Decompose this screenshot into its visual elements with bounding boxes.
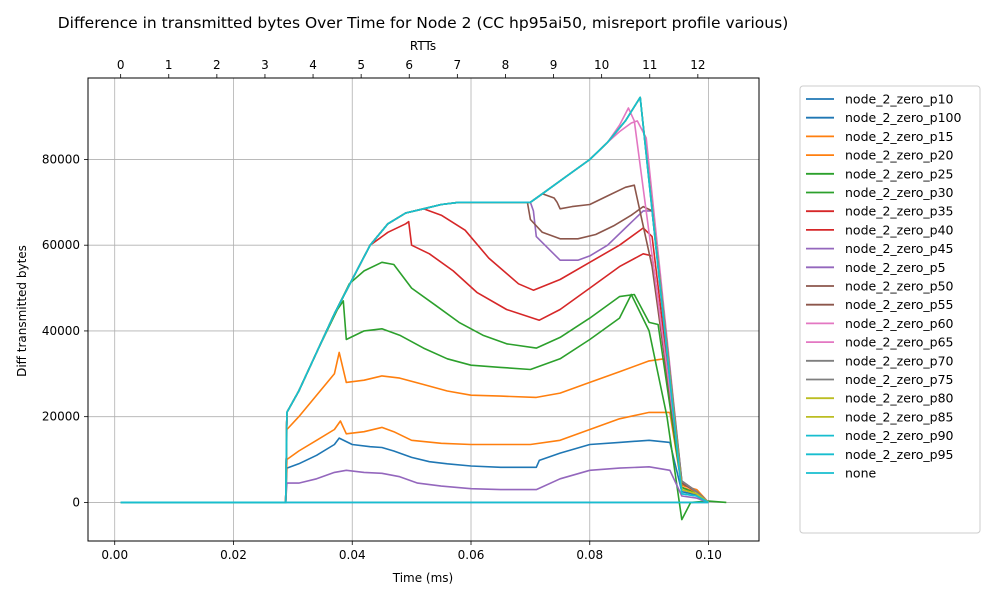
- legend-label: node_2_zero_p40: [845, 222, 954, 237]
- legend-label: node_2_zero_p35: [845, 204, 954, 219]
- legend-label: none: [845, 466, 876, 481]
- x2-tick-label: 6: [405, 58, 413, 72]
- series-line-node_2_zero_p10: [120, 437, 709, 504]
- x-tick-label: 0.08: [576, 548, 603, 562]
- legend-label: node_2_zero_p65: [845, 335, 954, 350]
- legend-label: node_2_zero_p5: [845, 260, 946, 275]
- x2-tick-label: 0: [117, 58, 125, 72]
- series-line-node_2_zero_p25: [120, 293, 727, 521]
- series-line-node_2_zero_p35: [120, 220, 710, 504]
- series-line-node_2_zero_p95: [120, 96, 709, 504]
- series-lines: [120, 96, 727, 521]
- y-axis-title: Diff transmitted bytes: [15, 245, 29, 377]
- top-axis-title: RTTs: [410, 39, 436, 53]
- x2-tick-label: 3: [261, 58, 269, 72]
- legend-label: node_2_zero_p90: [845, 428, 954, 443]
- x2-tick-label: 11: [642, 58, 657, 72]
- series-line-node_2_zero_p45: [120, 465, 709, 504]
- legend-label: node_2_zero_p25: [845, 166, 954, 181]
- x2-tick-label: 4: [309, 58, 317, 72]
- series-line-node_2_zero_p65: [120, 107, 710, 504]
- series-line-node_2_zero_p20: [120, 351, 710, 504]
- x2-tick-label: 10: [594, 58, 609, 72]
- legend-frame: [799, 85, 981, 534]
- series-line-node_2_zero_p15: [120, 411, 710, 504]
- legend-label: node_2_zero_p10: [845, 92, 954, 107]
- legend-label: node_2_zero_p50: [845, 279, 954, 294]
- x-tick-label: 0.04: [339, 548, 366, 562]
- legend-label: node_2_zero_p15: [845, 129, 954, 144]
- x-axis-title: Time (ms): [392, 571, 454, 585]
- x2-tick-label: 7: [454, 58, 462, 72]
- legend-label: node_2_zero_p20: [845, 148, 954, 163]
- x2-tick-label: 8: [502, 58, 510, 72]
- axis-ticks: 0.00 0.02 0.04 0.06 0.08 0.10 0 20000 40000 60000…: [42, 58, 722, 562]
- x-tick-label: 0.10: [695, 548, 722, 562]
- legend-label: node_2_zero_p70: [845, 353, 954, 368]
- series-line-node_2_zero_p60: [120, 120, 710, 504]
- y-tick-label: 0: [72, 495, 80, 509]
- legend-label: node_2_zero_p95: [845, 447, 954, 462]
- y-tick-label: 40000: [42, 324, 80, 338]
- x2-tick-label: 2: [213, 58, 221, 72]
- y-tick-label: 60000: [42, 238, 80, 252]
- legend-label: node_2_zero_p85: [845, 409, 954, 424]
- legend-label: node_2_zero_p80: [845, 391, 954, 406]
- legend-label: node_2_zero_p60: [845, 316, 954, 331]
- y-tick-label: 80000: [42, 152, 80, 166]
- chart-title: Difference in transmitted bytes Over Tim…: [58, 14, 789, 32]
- legend: node_2_zero_p10 node_2_zero_p100 node_2_ze…: [799, 85, 981, 534]
- x2-tick-label: 1: [165, 58, 173, 72]
- legend-label: node_2_zero_p45: [845, 241, 954, 256]
- x-tick-label: 0.06: [458, 548, 485, 562]
- x-tick-label: 0.00: [101, 548, 128, 562]
- x2-tick-label: 9: [550, 58, 558, 72]
- legend-label: node_2_zero_p55: [845, 297, 954, 312]
- x-tick-label: 0.02: [220, 548, 247, 562]
- legend-label: node_2_zero_p75: [845, 372, 954, 387]
- legend-label: node_2_zero_p100: [845, 110, 962, 125]
- legend-label: node_2_zero_p30: [845, 185, 954, 200]
- y-tick-label: 20000: [42, 410, 80, 424]
- x2-tick-label: 12: [690, 58, 705, 72]
- plot-frame: [87, 77, 760, 542]
- x2-tick-label: 5: [357, 58, 365, 72]
